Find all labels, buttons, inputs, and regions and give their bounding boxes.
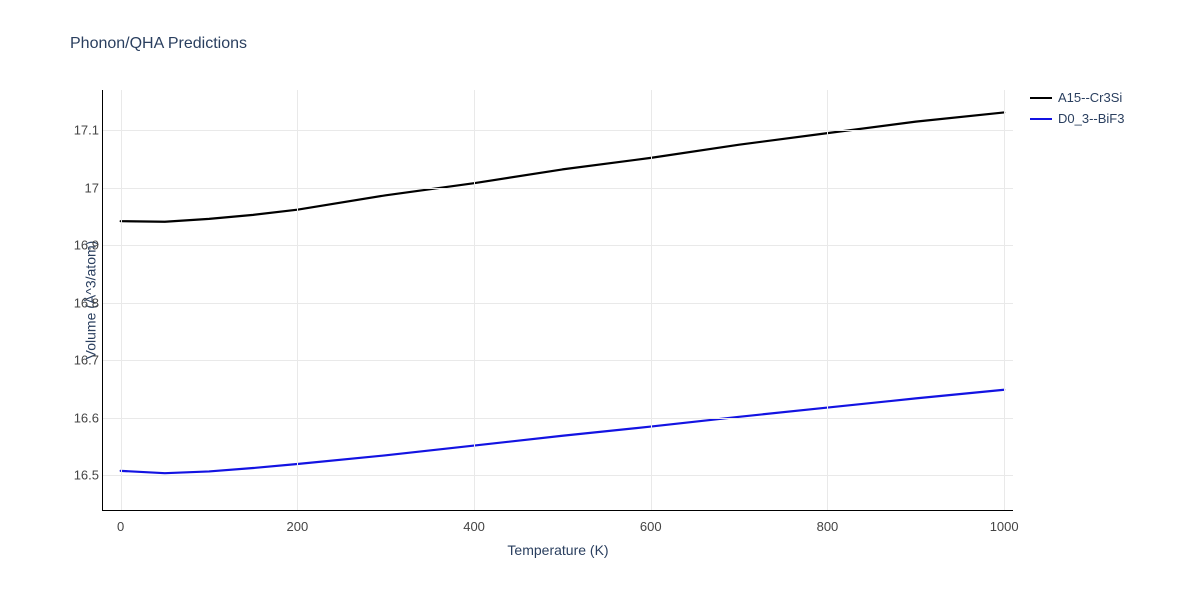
y-tick-label: 16.7 (63, 353, 99, 368)
gridline-h (103, 303, 1013, 304)
gridline-h (103, 475, 1013, 476)
y-tick-label: 16.8 (63, 295, 99, 310)
chart-title: Phonon/QHA Predictions (70, 35, 247, 53)
legend-item[interactable]: A15--Cr3Si (1030, 90, 1124, 105)
x-tick-label: 800 (817, 519, 839, 534)
x-tick-label: 0 (117, 519, 124, 534)
legend-label: A15--Cr3Si (1058, 90, 1122, 105)
gridline-v (651, 90, 652, 510)
legend: A15--Cr3Si D0_3--BiF3 (1030, 90, 1124, 132)
y-tick-label: 17.1 (63, 123, 99, 138)
x-tick-label: 400 (463, 519, 485, 534)
series-line[interactable] (121, 390, 1005, 473)
x-tick-label: 200 (287, 519, 309, 534)
y-tick-label: 16.5 (63, 468, 99, 483)
chart-lines-svg (103, 90, 1013, 510)
y-tick-label: 16.9 (63, 238, 99, 253)
gridline-h (103, 418, 1013, 419)
gridline-v (474, 90, 475, 510)
gridline-h (103, 130, 1013, 131)
gridline-h (103, 360, 1013, 361)
y-tick-label: 16.6 (63, 410, 99, 425)
y-tick-label: 17 (63, 180, 99, 195)
gridline-h (103, 245, 1013, 246)
legend-label: D0_3--BiF3 (1058, 111, 1124, 126)
legend-item[interactable]: D0_3--BiF3 (1030, 111, 1124, 126)
legend-swatch (1030, 118, 1052, 120)
series-line[interactable] (121, 112, 1005, 221)
plot-area[interactable]: Temperature (K) Volume (Å^3/atom) 020040… (102, 90, 1013, 511)
gridline-v (1004, 90, 1005, 510)
x-tick-label: 1000 (990, 519, 1019, 534)
x-axis-title: Temperature (K) (507, 542, 608, 558)
gridline-h (103, 188, 1013, 189)
legend-swatch (1030, 97, 1052, 99)
gridline-v (827, 90, 828, 510)
x-tick-label: 600 (640, 519, 662, 534)
gridline-v (121, 90, 122, 510)
gridline-v (297, 90, 298, 510)
